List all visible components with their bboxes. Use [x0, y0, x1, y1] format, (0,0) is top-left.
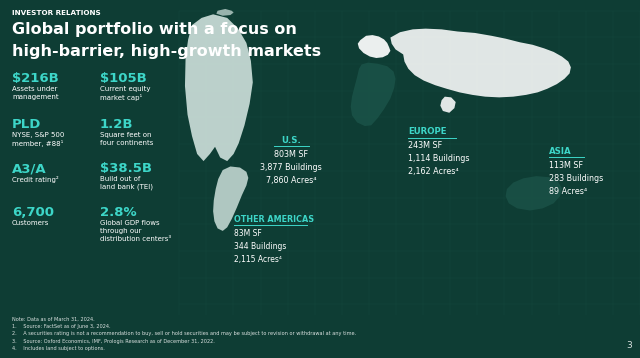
- Text: 2.8%: 2.8%: [100, 206, 136, 219]
- Polygon shape: [213, 166, 248, 231]
- Text: Build out of
land bank (TEI): Build out of land bank (TEI): [100, 176, 153, 190]
- Polygon shape: [358, 35, 390, 58]
- Text: PLD: PLD: [12, 118, 42, 131]
- Text: U.S.: U.S.: [281, 136, 301, 145]
- Text: 283 Buildings: 283 Buildings: [549, 174, 604, 183]
- Text: Current equity
market cap¹: Current equity market cap¹: [100, 86, 150, 101]
- Text: Customers: Customers: [12, 220, 49, 226]
- Text: 803M SF: 803M SF: [274, 150, 308, 159]
- Text: $105B: $105B: [100, 72, 147, 85]
- Text: Assets under
management: Assets under management: [12, 86, 59, 100]
- Polygon shape: [185, 14, 253, 161]
- Text: OTHER AMERICAS: OTHER AMERICAS: [234, 215, 314, 224]
- Text: 2,115 Acres⁴: 2,115 Acres⁴: [234, 255, 282, 264]
- Text: Global portfolio with a focus on: Global portfolio with a focus on: [12, 22, 297, 37]
- Text: 113M SF: 113M SF: [549, 161, 583, 170]
- Text: 6,700: 6,700: [12, 206, 54, 219]
- Polygon shape: [351, 63, 396, 126]
- Text: 3,877 Buildings: 3,877 Buildings: [260, 163, 322, 172]
- Text: $216B: $216B: [12, 72, 59, 85]
- Text: 344 Buildings: 344 Buildings: [234, 242, 286, 251]
- Text: high-barrier, high-growth markets: high-barrier, high-growth markets: [12, 44, 321, 59]
- Text: $38.5B: $38.5B: [100, 162, 152, 175]
- Text: EUROPE: EUROPE: [408, 127, 447, 136]
- Text: Global GDP flows
through our
distribution centers³: Global GDP flows through our distributio…: [100, 220, 171, 242]
- Text: 1.2B: 1.2B: [100, 118, 134, 131]
- Text: NYSE, S&P 500
member, #88¹: NYSE, S&P 500 member, #88¹: [12, 132, 65, 147]
- Polygon shape: [440, 97, 456, 113]
- Text: 1,114 Buildings: 1,114 Buildings: [408, 154, 470, 163]
- Text: 243M SF: 243M SF: [408, 141, 442, 150]
- Polygon shape: [506, 176, 562, 211]
- Text: ASIA: ASIA: [549, 147, 572, 156]
- Text: Note: Data as of March 31, 2024.
1.    Source: FactSet as of June 3, 2024.
2.   : Note: Data as of March 31, 2024. 1. Sour…: [12, 317, 356, 351]
- Text: A3/A: A3/A: [12, 162, 47, 175]
- Text: 89 Acres⁴: 89 Acres⁴: [549, 187, 588, 196]
- Text: 2,162 Acres⁴: 2,162 Acres⁴: [408, 167, 459, 176]
- Text: 7,860 Acres⁴: 7,860 Acres⁴: [266, 176, 316, 185]
- Text: 83M SF: 83M SF: [234, 229, 261, 238]
- Text: INVESTOR RELATIONS: INVESTOR RELATIONS: [12, 10, 100, 16]
- Polygon shape: [216, 9, 234, 16]
- Text: Square feet on
four continents: Square feet on four continents: [100, 132, 154, 146]
- Polygon shape: [390, 29, 571, 97]
- Text: Credit rating²: Credit rating²: [12, 176, 59, 183]
- Text: 3: 3: [627, 341, 632, 350]
